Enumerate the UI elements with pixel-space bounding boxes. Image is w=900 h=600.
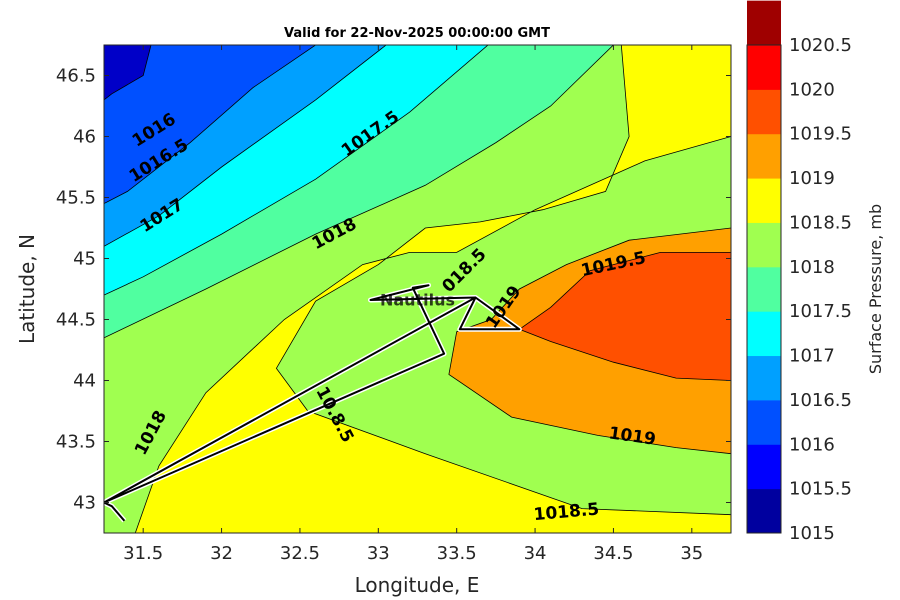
x-tick-label: 33 [367,543,390,564]
colorbar-tick-label: 1020.5 [789,35,852,56]
colorbar-tick-label: 1018.5 [789,212,852,233]
colorbar-tick-label: 1017.5 [789,301,852,322]
x-axis-ticks: 31.5 32 32.5 33 33.5 34 34.5 35 [123,45,703,564]
x-tick-label: 33.5 [437,543,477,564]
colorbar-swatch [747,399,781,445]
y-axis-label: Latitude, N [15,234,39,344]
colorbar-tick-label: 1019 [789,168,835,189]
colorbar-tick-label: 1018 [789,257,835,278]
x-tick-label: 34.5 [593,543,633,564]
colorbar-title: Surface Pressure, mb [866,204,885,374]
y-axis-ticks: 43 43.5 44 44.5 45 45.5 46 46.5 [56,66,731,514]
y-tick-label: 43 [73,493,96,514]
colorbar-tick-label: 1017 [789,346,835,367]
x-tick-label: 35 [680,543,703,564]
contour-band-1016 [104,45,317,205]
track-lines [104,282,522,523]
contour-bands [104,45,731,533]
y-tick-label: 46 [73,127,96,148]
colorbar-swatch [747,45,781,90]
colorbar-tick-label: 1016 [789,434,835,455]
contour-band-1015.5 [104,45,152,101]
plot-frame [103,44,732,534]
y-tick-label: 45.5 [56,188,96,209]
colorbar-tick-label: 1019.5 [789,124,852,145]
x-tick-label: 34 [524,543,547,564]
contour-band-1019.5 [518,252,731,381]
x-axis-label: Longitude, E [355,573,480,597]
colorbar-tick-label: 1015 [789,523,835,544]
colorbar-tick-label: 1020 [789,79,835,100]
place-label: Nautilus [380,291,455,310]
colorbar-swatch [747,222,781,268]
colorbar-swatch [747,355,781,401]
colorbar: 1015 1015.5 1016 1016.5 1017 1017.5 1018 1018.5… [746,0,852,544]
x-tick-label: 32 [210,543,233,564]
y-tick-label: 44.5 [56,310,96,331]
colorbar-swatch [747,89,781,135]
colorbar-swatch [747,133,781,179]
colorbar-swatch [747,444,781,490]
colorbar-swatch [747,266,781,312]
colorbar-swatch [747,488,781,534]
y-tick-label: 45 [73,249,96,270]
contour-band-1018.5 [134,45,731,533]
plot-area: 10161016.510171017.510181018018.51019101… [104,45,731,533]
x-tick-label: 31.5 [123,543,163,564]
colorbar-frame [746,44,782,534]
y-tick-label: 46.5 [56,66,96,87]
chart-title: Valid for 22-Nov-2025 00:00:00 GMT [284,26,550,41]
colorbar-swatch [747,311,781,357]
track-line [104,284,521,522]
colorbar-tick-label: 1016.5 [789,390,852,411]
x-tick-label: 32.5 [280,543,320,564]
colorbar-swatch [747,0,781,46]
colorbar-swatch [747,178,781,223]
y-tick-label: 43.5 [56,432,96,453]
y-tick-label: 44 [73,371,96,392]
colorbar-tick-label: 1015.5 [789,479,852,500]
